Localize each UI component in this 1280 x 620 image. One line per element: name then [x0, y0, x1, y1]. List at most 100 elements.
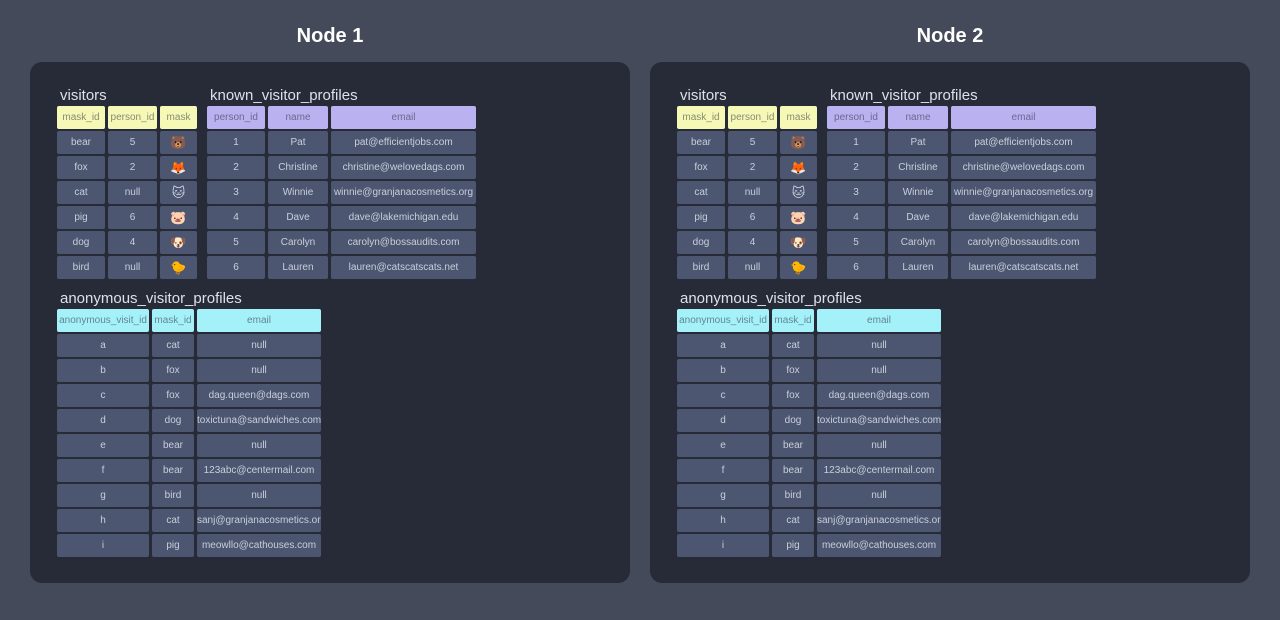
column-header-cell: email — [817, 309, 941, 332]
table-cell: 3 — [207, 181, 265, 204]
table-header-row: person_id name email — [207, 106, 476, 129]
column-header-cell: email — [197, 309, 321, 332]
table-cell: f — [677, 459, 769, 482]
table-cell: fox — [677, 156, 725, 179]
table-row: c fox dag.queen@dags.com — [57, 384, 321, 407]
column-header-cell: email — [951, 106, 1096, 129]
table-cell: 2 — [207, 156, 265, 179]
table-row: 4 Dave dave@lakemichigan.edu — [207, 206, 476, 229]
table-cell: 6 — [827, 256, 885, 279]
column-header-cell: email — [331, 106, 476, 129]
table-cell: fox — [152, 359, 194, 382]
table-row: cat null 🐱 — [677, 181, 817, 204]
node-title: Node 2 — [916, 25, 984, 47]
table-cell: null — [817, 484, 941, 507]
table-cell: h — [57, 509, 149, 532]
table-title: anonymous_visitor_profiles — [60, 290, 242, 307]
table-cell: 123abc@centermail.com — [817, 459, 941, 482]
table-cell: 2 — [728, 156, 777, 179]
table-cell: lauren@catscatscats.net — [331, 256, 476, 279]
mask-emoji-cell: 🐷 — [780, 206, 817, 229]
table-row: bird null 🐤 — [677, 256, 817, 279]
table-cell: dog — [772, 409, 814, 432]
node-title: Node 1 — [296, 25, 364, 47]
node-column-1: Node 1 visitors mask_id person_id mask bear 5 🐻… — [30, 0, 630, 583]
table-cell: 1 — [827, 131, 885, 154]
table-cell: christine@welovedags.com — [951, 156, 1096, 179]
column-header-cell: anonymous_visit_id — [677, 309, 769, 332]
table-cell: bear — [152, 459, 194, 482]
table-cell: Carolyn — [888, 231, 948, 254]
table-cell: g — [57, 484, 149, 507]
table-cell: cat — [57, 181, 105, 204]
table-cell: meowllo@cathouses.com — [197, 534, 321, 557]
table-row: 5 Carolyn carolyn@bossaudits.com — [207, 231, 476, 254]
table-cell: bear — [677, 131, 725, 154]
table-cell: dog — [152, 409, 194, 432]
column-header-cell: mask_id — [677, 106, 725, 129]
table-cell: null — [817, 434, 941, 457]
table-row: 6 Lauren lauren@catscatscats.net — [207, 256, 476, 279]
table-row: e bear null — [677, 434, 941, 457]
table-cell: Christine — [268, 156, 328, 179]
table-cell: h — [677, 509, 769, 532]
tables-row: anonymous_visitor_profiles anonymous_visi… — [677, 289, 1250, 557]
table-row: 3 Winnie winnie@granjanacosmetics.org — [207, 181, 476, 204]
table-title: anonymous_visitor_profiles — [680, 290, 862, 307]
column-header-cell: mask — [160, 106, 197, 129]
table-cell: winnie@granjanacosmetics.org — [951, 181, 1096, 204]
mask-emoji-cell: 🐻 — [160, 131, 197, 154]
table-row: dog 4 🐶 — [57, 231, 197, 254]
table-row: d dog toxictuna@sandwiches.com — [677, 409, 941, 432]
table-cell: Carolyn — [268, 231, 328, 254]
table-cell: Christine — [888, 156, 948, 179]
table-cell: b — [677, 359, 769, 382]
table-row: h cat sanj@granjanacosmetics.org — [677, 509, 941, 532]
column-header-cell: name — [888, 106, 948, 129]
table-row: 1 Pat pat@efficientjobs.com — [827, 131, 1096, 154]
table-cell: pig — [152, 534, 194, 557]
table-cell: null — [197, 434, 321, 457]
table-row: f bear 123abc@centermail.com — [677, 459, 941, 482]
table-cell: pig — [677, 206, 725, 229]
data-table: person_id name email 1 Pat pat@efficientjobs.… — [827, 106, 1096, 279]
table-row: pig 6 🐷 — [57, 206, 197, 229]
node-panel: visitors mask_id person_id mask bear 5 🐻 fox 2 🦊 c… — [30, 62, 630, 583]
table-cell: d — [677, 409, 769, 432]
table-cell: bear — [57, 131, 105, 154]
table-group-known_visitor_profiles: known_visitor_profiles person_id name email… — [827, 86, 1096, 279]
table-cell: 6 — [728, 206, 777, 229]
data-table: person_id name email 1 Pat pat@efficientjobs.… — [207, 106, 476, 279]
table-cell: Pat — [888, 131, 948, 154]
table-cell: winnie@granjanacosmetics.org — [331, 181, 476, 204]
column-header-cell: person_id — [207, 106, 265, 129]
table-cell: Dave — [268, 206, 328, 229]
table-cell: bear — [152, 434, 194, 457]
table-cell: cat — [152, 509, 194, 532]
column-header-cell: person_id — [827, 106, 885, 129]
table-header-row: anonymous_visit_id mask_id email — [677, 309, 941, 332]
table-cell: pat@efficientjobs.com — [331, 131, 476, 154]
column-header-cell: name — [268, 106, 328, 129]
table-group-anonymous_visitor_profiles: anonymous_visitor_profiles anonymous_visi… — [677, 289, 941, 557]
table-cell: 6 — [108, 206, 157, 229]
column-header-cell: mask_id — [772, 309, 814, 332]
table-cell: pat@efficientjobs.com — [951, 131, 1096, 154]
table-cell: carolyn@bossaudits.com — [331, 231, 476, 254]
tables-row: visitors mask_id person_id mask bear 5 🐻 fox 2 🦊 c… — [57, 86, 630, 279]
table-cell: null — [728, 181, 777, 204]
table-cell: 4 — [207, 206, 265, 229]
data-table: anonymous_visit_id mask_id email a cat null b f… — [677, 309, 941, 557]
table-cell: cat — [152, 334, 194, 357]
table-cell: null — [108, 256, 157, 279]
table-cell: 6 — [207, 256, 265, 279]
mask-emoji-cell: 🐤 — [160, 256, 197, 279]
table-cell: Lauren — [888, 256, 948, 279]
table-row: g bird null — [57, 484, 321, 507]
column-header-cell: person_id — [108, 106, 157, 129]
column-header-cell: mask_id — [152, 309, 194, 332]
mask-emoji-cell: 🐤 — [780, 256, 817, 279]
table-cell: bird — [772, 484, 814, 507]
node-panel: visitors mask_id person_id mask bear 5 🐻 fox 2 🦊 c… — [650, 62, 1250, 583]
table-cell: cat — [677, 181, 725, 204]
